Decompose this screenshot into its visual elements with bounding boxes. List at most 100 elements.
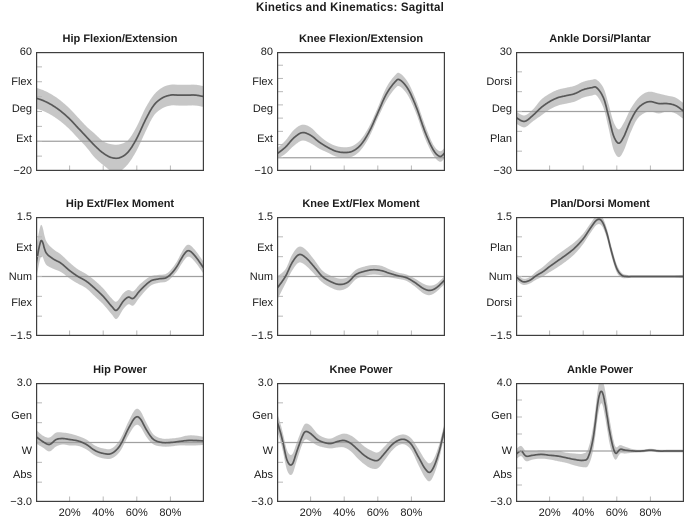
mean-curve xyxy=(277,420,445,474)
y-axis-label-plan-dorsi-moment-3: Dorsi xyxy=(486,296,512,309)
y-axis-label-ankle-dorsi-plantar-2: Deg xyxy=(491,102,512,115)
y-axis-label-knee-ext-flex-moment-4: −1.5 xyxy=(251,330,273,342)
y-axis-label-knee-power-4: −3.0 xyxy=(251,496,273,508)
plot-border xyxy=(277,383,445,502)
y-axis-label-knee-ext-flex-moment-2: Num xyxy=(249,270,273,283)
y-axis-label-knee-flexion-extension-0: 80 xyxy=(260,46,273,58)
confidence-band xyxy=(277,411,445,482)
y-axis-label-ankle-power-2: W xyxy=(501,444,512,457)
confidence-band xyxy=(36,84,204,171)
plot-plan-dorsi-moment xyxy=(516,217,684,336)
chart-title-hip-power: Hip Power xyxy=(93,364,147,376)
chart-title-knee-power: Knee Power xyxy=(329,364,393,376)
y-axis-label-knee-ext-flex-moment-1: Ext xyxy=(257,241,273,254)
x-axis-label-hip-power-0: 20% xyxy=(58,507,81,519)
y-axis-label-knee-power-3: Abs xyxy=(254,468,273,481)
y-axis-label-hip-power-3: Abs xyxy=(13,468,32,481)
y-axis-label-ankle-dorsi-plantar-0: 30 xyxy=(499,46,512,58)
y-axis-label-plan-dorsi-moment-0: 1.5 xyxy=(496,211,512,223)
y-axis-label-hip-flexion-extension-4: −20 xyxy=(13,165,32,177)
y-axis-label-hip-ext-flex-moment-2: Num xyxy=(8,270,32,283)
chart-title-ankle-dorsi-plantar: Ankle Dorsi/Plantar xyxy=(549,33,651,45)
y-axis-label-knee-flexion-extension-3: Ext xyxy=(257,133,273,146)
chart-title-ankle-power: Ankle Power xyxy=(566,364,634,376)
confidence-band xyxy=(36,224,204,320)
y-axis-label-knee-flexion-extension-4: −10 xyxy=(254,165,273,177)
plot-hip-ext-flex-moment xyxy=(36,217,204,336)
confidence-band xyxy=(516,79,684,158)
y-axis-label-knee-flexion-extension-1: Flex xyxy=(252,75,273,88)
y-axis-label-ankle-dorsi-plantar-3: Plan xyxy=(489,133,512,146)
x-axis-label-hip-power-3: 80% xyxy=(159,507,182,519)
mean-curve xyxy=(277,253,445,292)
y-axis-label-ankle-dorsi-plantar-4: −30 xyxy=(493,165,512,177)
x-axis-label-ankle-power-0: 20% xyxy=(538,507,561,519)
y-axis-label-ankle-power-3: Abs xyxy=(493,468,512,481)
confidence-band xyxy=(516,217,684,285)
chart-title-hip-flexion-extension: Hip Flexion/Extension xyxy=(62,33,178,45)
plot-border xyxy=(36,52,204,171)
y-axis-label-ankle-power-4: −3.0 xyxy=(490,496,512,508)
mean-curve xyxy=(277,78,445,158)
plot-ankle-power xyxy=(516,383,684,502)
y-axis-label-knee-ext-flex-moment-0: 1.5 xyxy=(257,211,273,223)
plot-knee-flexion-extension xyxy=(277,52,445,171)
y-axis-label-plan-dorsi-moment-4: −1.5 xyxy=(490,330,512,342)
y-axis-label-ankle-power-0: 4.0 xyxy=(496,377,512,389)
plot-knee-power xyxy=(277,383,445,502)
mean-curve xyxy=(36,415,204,455)
x-axis-label-ankle-power-1: 40% xyxy=(572,507,595,519)
y-axis-label-knee-power-1: Gen xyxy=(252,410,273,423)
plot-knee-ext-flex-moment xyxy=(277,217,445,336)
plot-ankle-dorsi-plantar xyxy=(516,52,684,171)
figure-title: Kinetics and Kinematics: Sagittal xyxy=(255,2,445,14)
chart-title-hip-ext-flex-moment: Hip Ext/Flex Moment xyxy=(65,198,175,210)
y-axis-label-hip-power-2: W xyxy=(21,444,32,457)
x-axis-label-ankle-power-2: 60% xyxy=(605,507,628,519)
x-axis-label-hip-power-2: 60% xyxy=(125,507,148,519)
y-axis-label-hip-flexion-extension-2: Deg xyxy=(11,102,32,115)
chart-title-knee-ext-flex-moment: Knee Ext/Flex Moment xyxy=(302,198,420,210)
x-axis-label-knee-power-0: 20% xyxy=(299,507,322,519)
chart-title-knee-flexion-extension: Knee Flexion/Extension xyxy=(298,33,424,45)
confidence-band xyxy=(277,72,445,162)
mean-curve xyxy=(516,390,684,462)
confidence-band xyxy=(277,246,445,301)
confidence-band xyxy=(36,408,204,459)
x-axis-label-knee-power-3: 80% xyxy=(400,507,423,519)
y-axis-label-knee-power-2: W xyxy=(262,444,273,457)
mean-curve xyxy=(516,86,684,145)
y-axis-label-hip-flexion-extension-1: Flex xyxy=(11,75,32,88)
plot-border xyxy=(36,383,204,502)
y-axis-label-knee-ext-flex-moment-3: Flex xyxy=(252,296,273,309)
chart-title-plan-dorsi-moment: Plan/Dorsi Moment xyxy=(550,198,650,210)
y-axis-label-ankle-dorsi-plantar-1: Dorsi xyxy=(486,75,512,88)
x-axis-label-ankle-power-3: 80% xyxy=(639,507,662,519)
plot-hip-power xyxy=(36,383,204,502)
mean-curve xyxy=(36,239,204,312)
plot-border xyxy=(36,217,204,336)
y-axis-label-knee-power-0: 3.0 xyxy=(257,377,273,389)
plot-border xyxy=(277,217,445,336)
mean-curve xyxy=(36,94,204,160)
y-axis-label-ankle-power-1: Gen xyxy=(491,410,512,423)
x-axis-label-knee-power-2: 60% xyxy=(366,507,389,519)
plot-hip-flexion-extension xyxy=(36,52,204,171)
y-axis-label-hip-ext-flex-moment-1: Ext xyxy=(16,241,32,254)
x-axis-label-hip-power-1: 40% xyxy=(92,507,115,519)
y-axis-label-hip-ext-flex-moment-3: Flex xyxy=(11,296,32,309)
y-axis-label-hip-power-0: 3.0 xyxy=(16,377,32,389)
y-axis-label-hip-power-4: −3.0 xyxy=(10,496,32,508)
mean-curve xyxy=(516,218,684,283)
plot-border xyxy=(516,217,684,336)
y-axis-label-hip-power-1: Gen xyxy=(11,410,32,423)
y-axis-label-plan-dorsi-moment-1: Plan xyxy=(489,241,512,254)
confidence-band xyxy=(516,383,684,468)
y-axis-label-plan-dorsi-moment-2: Num xyxy=(488,270,512,283)
plot-border xyxy=(516,52,684,171)
x-axis-label-knee-power-1: 40% xyxy=(333,507,356,519)
y-axis-label-knee-flexion-extension-2: Deg xyxy=(252,102,273,115)
plot-border xyxy=(516,383,684,502)
plot-border xyxy=(277,52,445,171)
